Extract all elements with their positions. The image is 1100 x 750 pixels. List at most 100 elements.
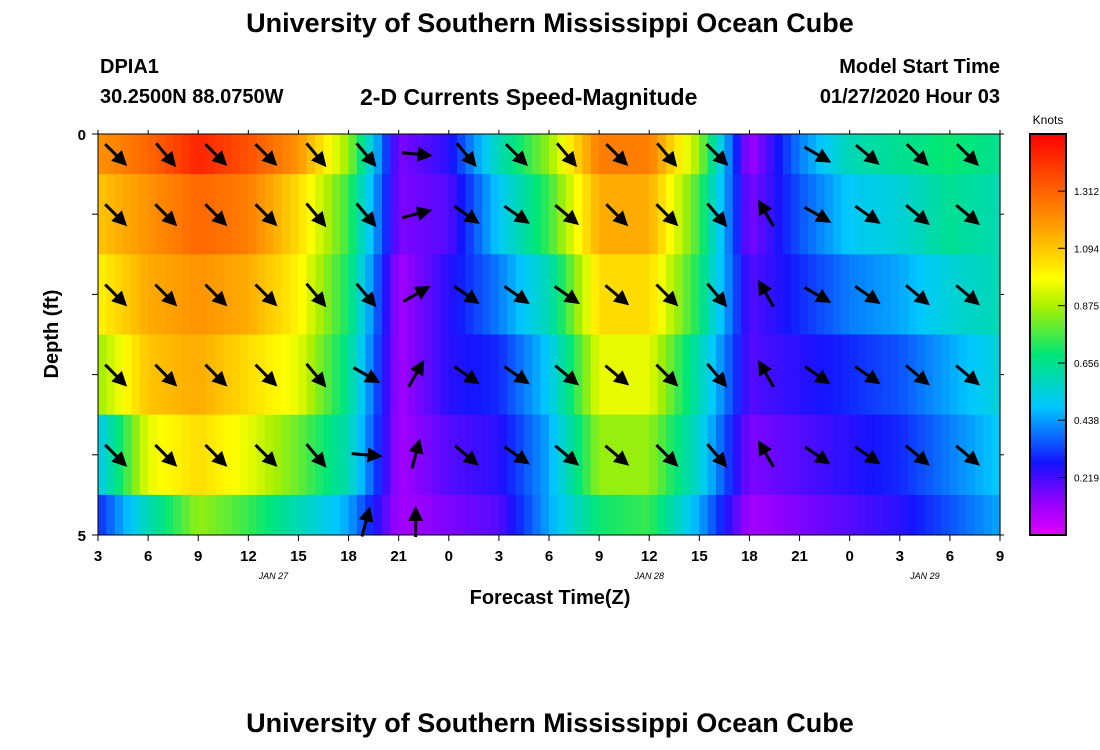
x-tick-label: 15 xyxy=(290,548,307,565)
heat-cell xyxy=(490,254,500,335)
heat-cell xyxy=(131,174,141,255)
heat-cell xyxy=(239,174,249,255)
heat-cell xyxy=(741,334,751,416)
heat-cell xyxy=(490,134,500,175)
heat-cell xyxy=(590,254,600,335)
heat-cell xyxy=(231,494,241,536)
heat-cell xyxy=(331,494,341,536)
heat-cell xyxy=(983,134,993,175)
heat-cell xyxy=(941,134,951,175)
heat-cell xyxy=(590,334,600,416)
heat-cell xyxy=(949,494,959,536)
heat-cell xyxy=(674,134,684,175)
heat-cell xyxy=(749,254,759,335)
heat-cell xyxy=(457,414,467,496)
x-tick-label: 9 xyxy=(194,548,202,565)
heat-cell xyxy=(390,414,400,496)
current-vector-arrow xyxy=(554,204,580,226)
heat-cell xyxy=(983,334,993,416)
heat-cell xyxy=(381,134,391,175)
heat-cell xyxy=(340,174,350,255)
heat-cell xyxy=(281,334,291,416)
heat-cell xyxy=(782,334,792,416)
heat-cell xyxy=(540,174,550,255)
heat-cell xyxy=(924,334,934,416)
current-vector-arrow xyxy=(854,365,881,385)
heat-cell xyxy=(490,174,500,255)
heat-cell xyxy=(807,334,817,416)
current-vector-arrow xyxy=(305,142,327,168)
heat-cell xyxy=(239,134,249,175)
current-vector-arrow xyxy=(355,142,377,168)
heat-cell xyxy=(340,494,350,536)
heat-cell xyxy=(640,334,650,416)
heat-cell xyxy=(949,134,959,175)
heat-cell xyxy=(690,494,700,536)
x-tick-label: 18 xyxy=(340,548,357,565)
heat-cell xyxy=(933,174,943,255)
heat-cell xyxy=(883,334,893,416)
heat-cell xyxy=(807,494,817,536)
current-vector-arrow xyxy=(407,359,425,388)
current-vector-arrow xyxy=(706,202,728,228)
heat-cell xyxy=(432,254,442,335)
heat-cell xyxy=(540,334,550,416)
heat-cell xyxy=(189,134,199,175)
heat-cell xyxy=(791,174,801,255)
current-vector-arrow xyxy=(305,362,327,388)
y-axis-label: Depth (ft) xyxy=(41,290,63,379)
heat-cell xyxy=(974,254,984,335)
heat-cell xyxy=(649,174,659,255)
heat-cell xyxy=(231,134,241,175)
heat-cell xyxy=(256,134,266,175)
heat-cell xyxy=(632,174,642,255)
current-vector-arrow xyxy=(656,142,678,168)
heat-cell xyxy=(498,494,508,536)
heat-cell xyxy=(782,174,792,255)
heat-cell xyxy=(148,174,158,255)
colorbar: Knots 1.312 1.094 0.875 0.656 0.438 0.219 xyxy=(1029,113,1099,536)
heat-cell xyxy=(381,254,391,335)
heat-cell xyxy=(507,174,517,255)
heat-cell xyxy=(690,134,700,175)
current-vector-arrow xyxy=(955,143,979,167)
x-axis: 3 6 9 12 15 18 21 0 3 6 9 12 15 18 21 0 3 6 9 JAN 27 JAN 28 J… xyxy=(94,130,1004,581)
heat-cell xyxy=(482,494,492,536)
heat-cell xyxy=(98,134,107,175)
current-vector-arrow xyxy=(553,285,580,305)
heat-cell xyxy=(757,134,767,175)
heat-cell xyxy=(281,494,291,536)
heat-cell xyxy=(782,254,792,335)
heat-cell xyxy=(448,414,458,496)
heat-cell xyxy=(465,494,475,536)
heat-cell xyxy=(348,494,358,536)
heat-cell xyxy=(891,414,901,496)
heat-cell xyxy=(273,494,283,536)
heat-cell xyxy=(173,134,183,175)
heat-cell xyxy=(432,134,442,175)
heat-cell xyxy=(206,174,216,255)
heat-cell xyxy=(824,334,834,416)
x-tick-label: 6 xyxy=(545,548,553,565)
heat-cell xyxy=(440,134,450,175)
heat-cell xyxy=(540,254,550,335)
x-tick-label: 15 xyxy=(691,548,708,565)
heat-cell xyxy=(607,254,617,335)
heat-cell xyxy=(331,134,341,175)
heat-cell xyxy=(490,494,500,536)
current-vector-arrow xyxy=(204,443,228,467)
heat-cell xyxy=(482,334,492,416)
heat-cell xyxy=(741,134,751,175)
heat-cell xyxy=(891,254,901,335)
heat-cell xyxy=(231,334,241,416)
heat-cell xyxy=(590,174,600,255)
heat-cell xyxy=(832,334,842,416)
current-vector-arrow xyxy=(155,142,177,168)
heat-cell xyxy=(958,174,968,255)
heat-cell xyxy=(649,334,659,416)
heat-cell xyxy=(933,254,943,335)
heat-cell xyxy=(799,134,809,175)
heat-cell xyxy=(139,494,149,536)
heat-cell xyxy=(473,414,483,496)
heat-cell xyxy=(724,334,734,416)
